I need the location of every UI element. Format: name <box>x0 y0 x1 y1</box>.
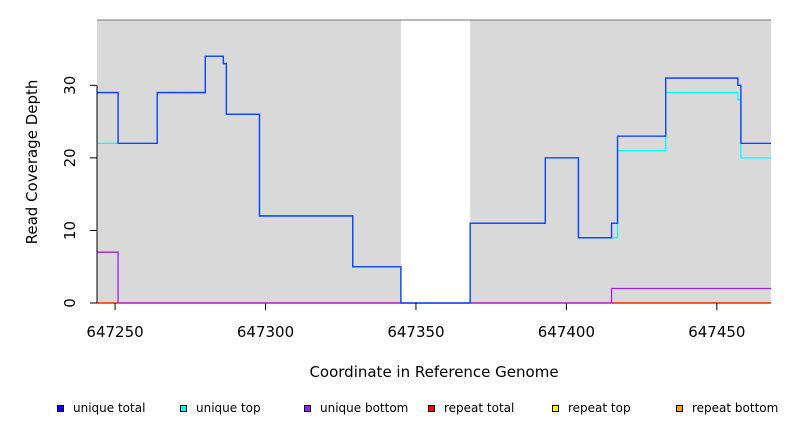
y-axis: 0 10 20 30 <box>61 76 98 308</box>
gap-region <box>400 20 471 303</box>
legend-item: repeat total <box>428 398 514 418</box>
y-tick-label: 0 <box>61 298 79 308</box>
legend-label: repeat top <box>568 401 631 415</box>
x-tick-label: 647300 <box>237 323 294 341</box>
legend-label: unique total <box>73 401 146 415</box>
legend-swatch <box>180 404 187 412</box>
x-tick-label: 647350 <box>387 323 444 341</box>
x-axis: 647250 647300 647350 647400 647450 <box>86 303 745 341</box>
series-line-unique-total-overlay <box>97 55 771 304</box>
legend: unique total unique top unique bottom repea… <box>0 398 792 420</box>
legend-swatch <box>57 404 64 412</box>
legend-item: unique bottom <box>304 398 408 418</box>
coverage-chart: 647250 647300 647350 647400 647450 0 10 20 30 C… <box>23 19 771 381</box>
legend-label: unique bottom <box>320 401 409 415</box>
legend-label: unique top <box>196 401 261 415</box>
series-line-unique-bottom <box>97 251 771 304</box>
x-axis-label: Coordinate in Reference Genome <box>309 363 558 381</box>
legend-label: repeat bottom <box>692 401 779 415</box>
x-tick-label: 647450 <box>688 323 745 341</box>
x-tick-label: 647400 <box>538 323 595 341</box>
legend-swatch <box>304 404 311 412</box>
y-tick-label: 10 <box>61 221 79 240</box>
legend-swatch <box>676 404 683 412</box>
legend-swatch <box>428 404 435 412</box>
legend-item: repeat top <box>552 398 631 418</box>
legend-swatch <box>552 404 559 412</box>
x-tick-label: 647250 <box>86 323 143 341</box>
legend-item: unique top <box>180 398 261 418</box>
legend-item: repeat bottom <box>676 398 778 418</box>
y-axis-label: Read Coverage Depth <box>23 80 41 245</box>
series-lines <box>97 55 771 304</box>
legend-label: repeat total <box>444 401 515 415</box>
gap-region-rect <box>400 20 471 303</box>
y-tick-label: 20 <box>61 148 79 167</box>
legend-item: unique total <box>57 398 145 418</box>
y-tick-label: 30 <box>61 76 79 95</box>
